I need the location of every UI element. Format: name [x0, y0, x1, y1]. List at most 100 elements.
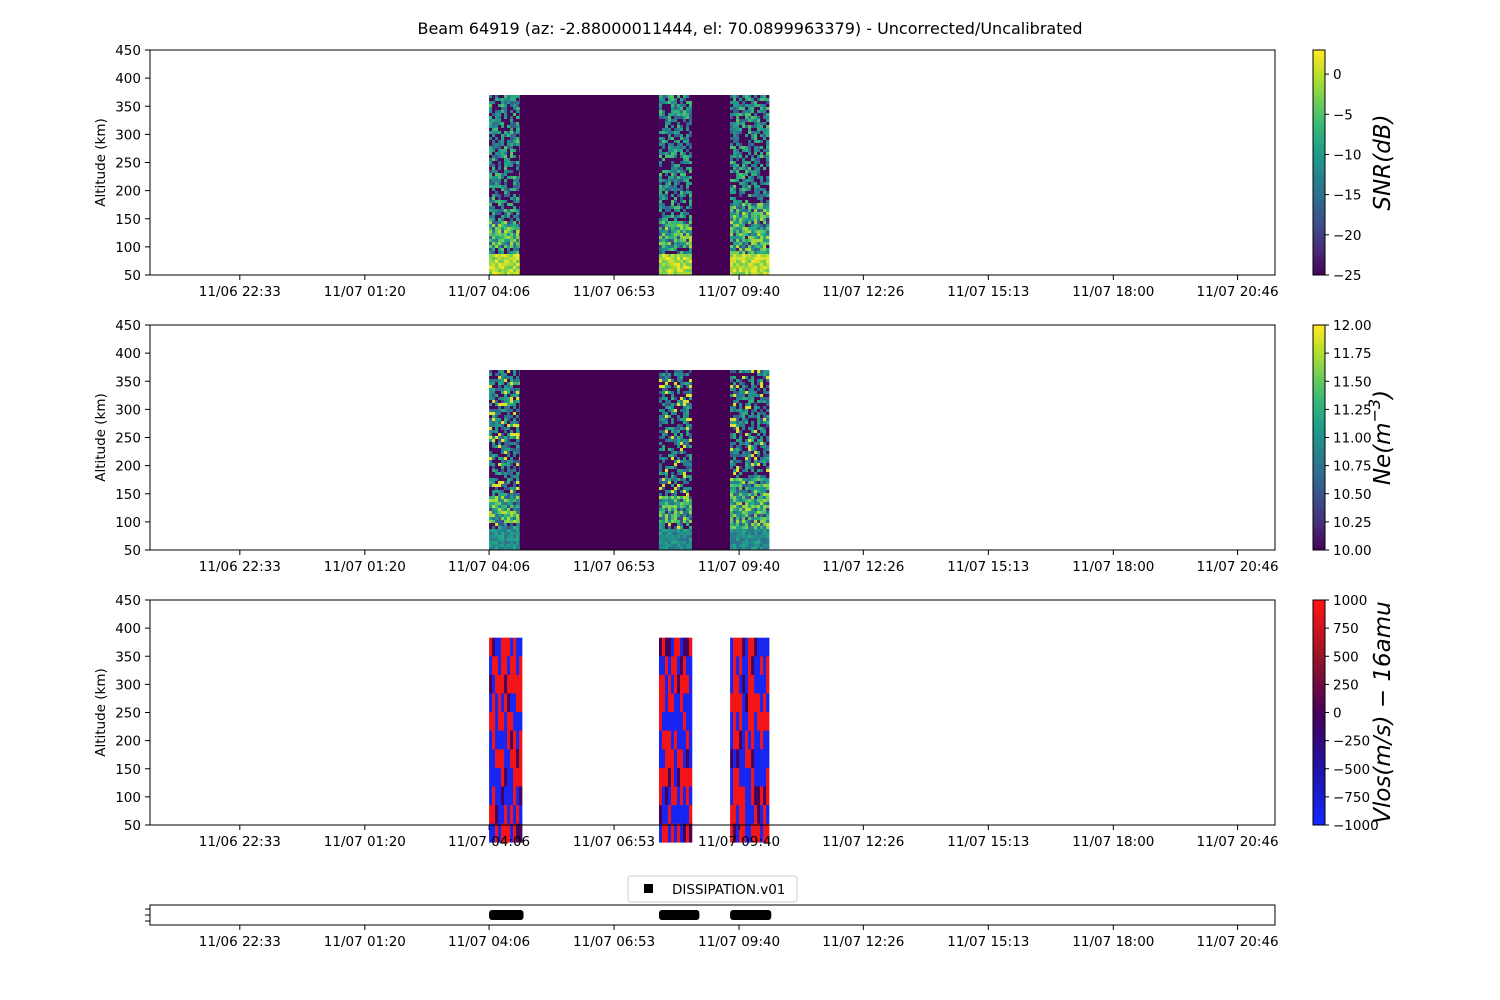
data-cell: [676, 424, 681, 428]
data-cell: [766, 182, 770, 186]
data-cell: [757, 712, 761, 731]
data-cell: [688, 397, 693, 401]
data-cell: [745, 170, 749, 174]
data-cell: [730, 403, 734, 407]
data-cell: [667, 98, 672, 102]
data-cell: [679, 409, 684, 413]
data-cell: [510, 391, 514, 395]
data-cell: [489, 197, 493, 201]
data-cell: [670, 230, 675, 234]
data-cell: [670, 481, 675, 485]
data-cell: [661, 445, 666, 449]
data-cell: [507, 104, 511, 108]
data-cell: [763, 520, 767, 524]
data-cell: [510, 442, 514, 446]
data-cell: [513, 674, 517, 694]
data-cell: [492, 167, 496, 171]
colorbar-swatch: [1313, 633, 1325, 638]
data-cell: [679, 179, 684, 183]
data-cell: [760, 481, 764, 485]
data-cell: [760, 101, 764, 105]
data-cell: [492, 233, 496, 237]
data-cell: [670, 487, 675, 491]
data-cell: [682, 493, 687, 497]
data-cell: [739, 767, 743, 787]
data-cell: [504, 538, 508, 542]
colorbar-tick-label: 11.50: [1333, 374, 1372, 390]
data-cell: [664, 158, 669, 162]
data-cell: [676, 499, 681, 503]
data-cell: [730, 164, 734, 168]
data-cell: [667, 167, 672, 171]
data-cell: [736, 439, 740, 443]
data-cell: [513, 224, 517, 228]
data-cell: [516, 116, 520, 120]
data-cell: [495, 158, 499, 162]
data-cell: [658, 119, 663, 123]
data-cell: [516, 532, 520, 536]
data-cell: [739, 786, 743, 806]
colorbar-swatch: [1313, 656, 1325, 661]
colorbar-label-main: SNR(dB): [1370, 114, 1396, 210]
data-cell: [673, 418, 678, 422]
data-cell: [679, 218, 684, 222]
data-cell: [688, 200, 693, 204]
colorbar-swatch: [1313, 738, 1325, 743]
colorbar-swatch: [1313, 415, 1325, 420]
data-cell: [730, 532, 734, 536]
data-cell: [682, 424, 687, 428]
data-cell: [682, 767, 687, 787]
data-cell: [751, 481, 755, 485]
data-cell: [510, 478, 514, 482]
data-cell: [492, 433, 496, 437]
data-cell: [510, 170, 514, 174]
data-cell: [664, 712, 669, 731]
data-cell: [658, 508, 663, 512]
data-cell: [739, 113, 743, 117]
data-cell: [754, 107, 758, 111]
data-cell: [745, 520, 749, 524]
data-cell: [745, 266, 749, 270]
data-cell: [736, 176, 740, 180]
data-cell: [748, 224, 752, 228]
data-cell: [670, 379, 675, 383]
data-cell: [501, 712, 505, 731]
data-cell: [688, 394, 693, 398]
data-cell: [766, 164, 770, 168]
data-cell: [751, 637, 755, 657]
data-cell: [739, 161, 743, 165]
data-cell: [754, 484, 758, 488]
data-cell: [766, 805, 770, 824]
data-cell: [492, 379, 496, 383]
data-cell: [730, 391, 734, 395]
data-cell: [661, 511, 666, 515]
data-cell: [682, 379, 687, 383]
data-cell: [739, 230, 743, 234]
data-cell: [498, 379, 502, 383]
data-cell: [682, 805, 687, 824]
data-cell: [676, 400, 681, 404]
x-tick-label: 11/07 15:13: [947, 284, 1029, 300]
data-cell: [763, 502, 767, 506]
data-cell: [679, 496, 684, 500]
data-cell: [501, 254, 505, 258]
data-cell: [516, 409, 520, 413]
data-cell: [733, 514, 737, 518]
data-cell: [676, 272, 681, 276]
data-cell: [745, 454, 749, 458]
colorbar-swatch: [1313, 76, 1325, 81]
data-cell: [685, 131, 690, 135]
data-cell: [673, 472, 678, 476]
data-cell: [745, 637, 749, 657]
data-cell: [507, 823, 511, 843]
data-cell: [510, 95, 514, 99]
data-cell: [760, 236, 764, 240]
data-cell: [733, 454, 737, 458]
data-cell: [507, 215, 511, 219]
data-cell: [661, 403, 666, 407]
data-cell: [730, 481, 734, 485]
data-cell: [664, 191, 669, 195]
data-cell: [658, 182, 663, 186]
data-cell: [501, 260, 505, 264]
data-cell: [673, 454, 678, 458]
